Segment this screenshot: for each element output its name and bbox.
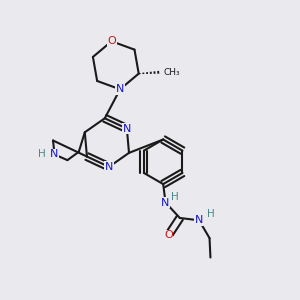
- Text: H: H: [171, 192, 179, 202]
- Text: O: O: [107, 36, 116, 46]
- Text: N: N: [105, 162, 113, 172]
- Text: H: H: [38, 149, 46, 160]
- Text: N: N: [116, 84, 124, 94]
- Text: N: N: [195, 215, 203, 225]
- Text: CH₃: CH₃: [164, 68, 180, 76]
- Text: O: O: [164, 230, 173, 240]
- Text: H: H: [207, 209, 214, 219]
- Text: N: N: [50, 149, 59, 160]
- Text: N: N: [161, 197, 170, 208]
- Text: N: N: [123, 124, 131, 134]
